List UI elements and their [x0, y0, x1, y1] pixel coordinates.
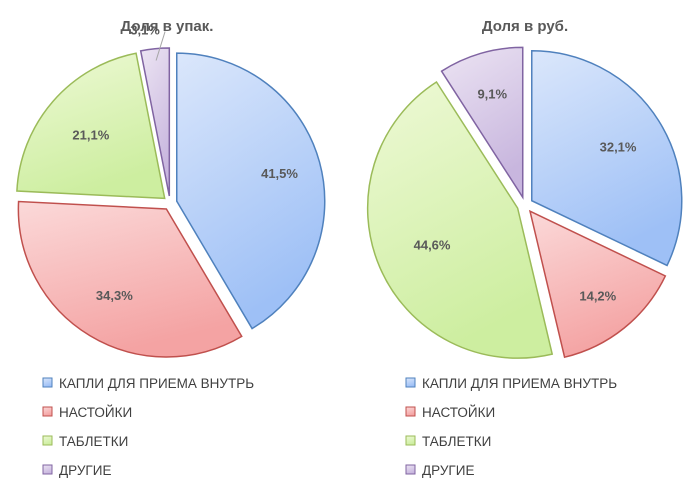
slice-tinctures-packages — [17, 200, 243, 358]
slice-tinctures-rubles — [528, 209, 667, 359]
data-label-tablets-packages: 21,1% — [72, 128, 109, 143]
data-label-other-rubles: 9,1% — [477, 87, 507, 102]
pie-packages: 41,5% 34,3% 21,1% 3,1% — [16, 23, 326, 358]
data-label-tablets-rubles: 44,6% — [414, 238, 451, 253]
legend-swatch-tinctures-packages — [42, 406, 53, 417]
legend-swatch-tablets-rubles — [405, 435, 416, 446]
chart-title-rubles: Доля в руб. — [482, 18, 568, 35]
legend-label-tablets-rubles: ТАБЛЕТКИ — [422, 434, 491, 449]
chart-title-packages: Доля в упак. — [121, 18, 214, 35]
legend-label-drops-packages: КАПЛИ ДЛЯ ПРИЕМА ВНУТРЬ — [59, 376, 254, 391]
slice-drops-packages — [176, 52, 326, 330]
data-label-drops-packages: 41,5% — [261, 166, 298, 181]
data-label-drops-rubles: 32,1% — [600, 139, 637, 154]
legend-label-tinctures-packages: НАСТОЙКИ — [59, 405, 132, 420]
data-label-tinctures-packages: 34,3% — [96, 288, 133, 303]
leader-line-other-packages — [155, 31, 166, 61]
legend-label-drops-rubles: КАПЛИ ДЛЯ ПРИЕМА ВНУТРЬ — [422, 376, 617, 391]
slice-other-packages — [139, 47, 171, 197]
legend-label-tablets-packages: ТАБЛЕТКИ — [59, 434, 128, 449]
legend-swatch-other-rubles — [405, 464, 416, 475]
data-label-other-packages: 3,1% — [130, 23, 160, 38]
legend-swatch-tinctures-rubles — [405, 406, 416, 417]
slice-drops-rubles — [531, 49, 683, 267]
legend-swatch-drops-rubles — [405, 377, 416, 388]
legend-label-other-rubles: ДРУГИЕ — [422, 463, 474, 478]
pie-chart-packages: Доля в упак. 41,5% 34,3% 21,1% 3,1% КАПЛИ Д… — [16, 18, 326, 478]
data-label-tinctures-rubles: 14,2% — [579, 288, 616, 303]
slice-other-rubles — [440, 46, 524, 200]
legend-packages: КАПЛИ ДЛЯ ПРИЕМА ВНУТРЬ НАСТОЙКИ ТАБЛЕТКИ Д… — [42, 376, 254, 478]
legend-rubles: КАПЛИ ДЛЯ ПРИЕМА ВНУТРЬ НАСТОЙКИ ТАБЛЕТКИ Д… — [405, 376, 617, 478]
legend-swatch-tablets-packages — [42, 435, 53, 446]
pie-chart-rubles: Доля в руб. 32,1% 14,2% 44,6% 9,1% КАПЛИ ДЛ… — [366, 18, 683, 478]
legend-label-tinctures-rubles: НАСТОЙКИ — [422, 405, 495, 420]
legend-label-other-packages: ДРУГИЕ — [59, 463, 111, 478]
slice-tablets-packages — [16, 52, 166, 200]
legend-swatch-other-packages — [42, 464, 53, 475]
slice-tablets-rubles — [366, 80, 554, 359]
pie-rubles: 32,1% 14,2% 44,6% 9,1% — [366, 46, 683, 359]
legend-swatch-drops-packages — [42, 377, 53, 388]
